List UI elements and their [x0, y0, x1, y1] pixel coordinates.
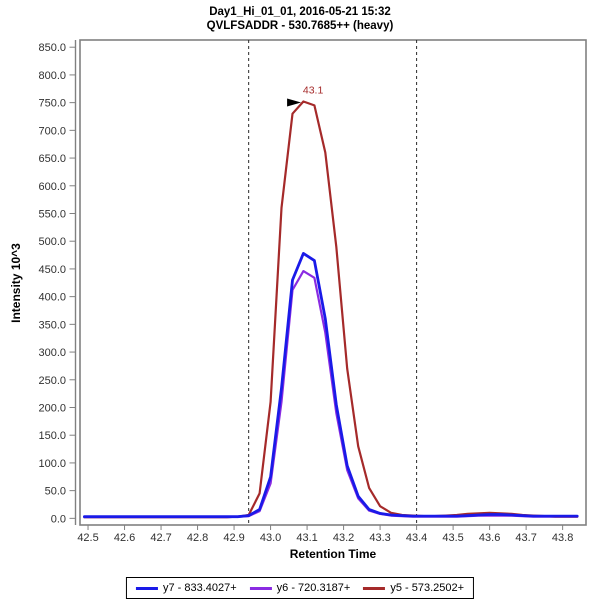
- legend: y7 - 833.4027+ y6 - 720.3187+ y5 - 573.2…: [125, 577, 475, 599]
- y-tick-label: 650.0: [38, 153, 66, 165]
- y-tick-label: 450.0: [38, 264, 66, 276]
- annotation-layer: 43.1: [80, 40, 586, 525]
- legend-item-y7: y7 - 833.4027+: [135, 582, 237, 594]
- x-tick-label: 43.6: [479, 532, 500, 544]
- y-tick-label: 500.0: [38, 236, 66, 248]
- x-tick-label: 43.2: [333, 532, 354, 544]
- legend-label-y5: y5 - 573.2502+: [390, 582, 465, 594]
- peak-annotation: 43.1: [303, 85, 324, 97]
- x-axis-label: Retention Time: [290, 547, 377, 561]
- y-tick-label: 0.0: [51, 513, 66, 525]
- x-tick-label: 42.5: [77, 532, 98, 544]
- x-tick-label: 43.8: [552, 532, 573, 544]
- y-tick-label: 800.0: [38, 70, 66, 82]
- series-line-y7[interactable]: [83, 251, 579, 519]
- x-tick-label: 43.5: [442, 532, 463, 544]
- x-tick-label: 43.0: [260, 532, 281, 544]
- x-tick-label: 43.4: [406, 532, 427, 544]
- legend-item-y6: y6 - 720.3187+: [249, 582, 351, 594]
- legend-item-y5: y5 - 573.2502+: [363, 582, 464, 594]
- x-tick-label: 43.7: [515, 532, 536, 544]
- y-tick-label: 350.0: [38, 319, 66, 331]
- chart-subtitle: QVLFSADDR - 530.7685++ (heavy): [206, 20, 394, 32]
- y-tick-label: 850.0: [38, 42, 66, 54]
- y-tick-label: 700.0: [38, 125, 66, 137]
- legend-label-y7: y7 - 833.4027+: [162, 582, 237, 594]
- legend-swatch-y7: [135, 586, 158, 590]
- x-tick-label: 42.9: [223, 532, 244, 544]
- legend-swatch-y6: [249, 586, 272, 590]
- x-tick-label: 43.1: [296, 532, 317, 544]
- y-tick-label: 600.0: [38, 181, 66, 193]
- y-tick-label: 100.0: [38, 458, 66, 470]
- x-tick-label: 42.7: [150, 532, 171, 544]
- y-tick-label: 50.0: [45, 486, 66, 498]
- axes-layer: 42.5 42.6 42.7 42.8 42.9 43.0 43.1 43.2 43.3 43.4…: [38, 39, 587, 544]
- peak-pointer-icon: [287, 98, 302, 107]
- plot-border: [79, 39, 587, 526]
- plot-area[interactable]: [80, 40, 586, 525]
- y-axis-label: Intensity 10^3: [9, 243, 23, 323]
- x-tick-label: 42.8: [187, 532, 208, 544]
- title-block: Day1_Hi_01_01, 2016-05-21 15:32 QVLFSADD…: [0, 5, 600, 33]
- y-tick-label: 750.0: [38, 98, 66, 110]
- y-tick-label: 200.0: [38, 402, 66, 414]
- x-tick-label: 42.6: [114, 532, 135, 544]
- series-layer: [83, 40, 579, 525]
- y-tick-label: 300.0: [38, 347, 66, 359]
- y-tick-label: 250.0: [38, 375, 66, 387]
- legend-swatch-y5: [363, 586, 386, 590]
- y-tick-label: 400.0: [38, 292, 66, 304]
- y-tick-label: 550.0: [38, 208, 66, 220]
- y-tick-label: 150.0: [38, 430, 66, 442]
- x-tick-label: 43.3: [369, 532, 390, 544]
- chart-title: Day1_Hi_01_01, 2016-05-21 15:32: [209, 6, 391, 18]
- legend-label-y6: y6 - 720.3187+: [276, 582, 351, 594]
